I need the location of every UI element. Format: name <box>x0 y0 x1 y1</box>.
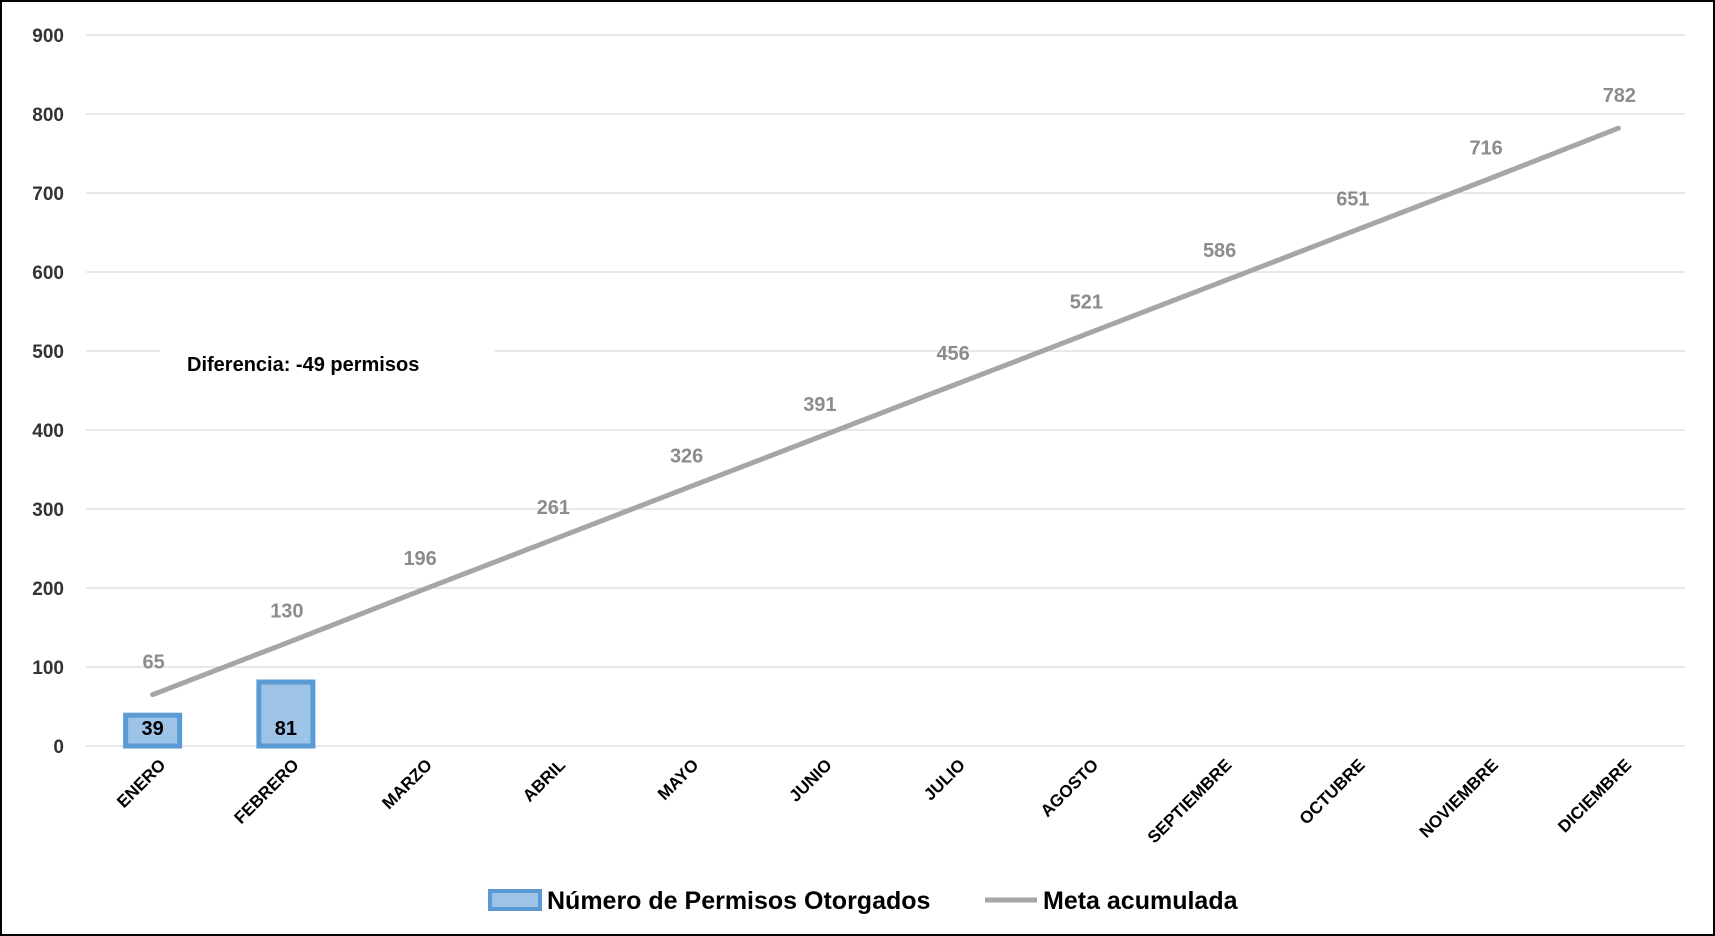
line-label-octubre: 651 <box>1336 189 1369 211</box>
bar-febrero <box>256 679 316 749</box>
x-tick-label-octubre: OCTUBRE <box>1296 755 1369 828</box>
grid-lines <box>86 34 1685 747</box>
meta-acumulada-line <box>150 125 1621 698</box>
y-tick-label-900: 900 <box>32 26 64 47</box>
x-tick-label-junio: JUNIO <box>786 755 836 805</box>
line-label-agosto: 521 <box>1070 291 1103 313</box>
y-tick-label-600: 600 <box>32 263 64 284</box>
data-labels: 39 81 65 130 196 261 326 391 456 521 586 651 716 782 <box>142 85 1637 740</box>
line-series <box>150 125 1621 698</box>
x-tick-label-abril: ABRIL <box>519 755 569 805</box>
annotation-difference: Diferencia: -49 permisos <box>187 354 419 376</box>
y-tick-label-500: 500 <box>32 342 64 363</box>
line-label-abril: 261 <box>537 497 570 519</box>
x-tick-label-marzo: MARZO <box>378 755 436 813</box>
line-label-marzo: 196 <box>403 548 436 570</box>
bar-label-febrero: 81 <box>275 718 297 740</box>
line-label-junio: 391 <box>803 394 836 416</box>
x-tick-label-mayo: MAYO <box>654 755 702 803</box>
bar-enero <box>123 712 183 749</box>
line-label-enero: 65 <box>143 652 165 674</box>
y-tick-label-800: 800 <box>32 105 64 126</box>
legend-label-meta: Meta acumulada <box>1043 887 1239 915</box>
line-label-mayo: 326 <box>670 445 703 467</box>
line-label-diciembre: 782 <box>1603 85 1636 107</box>
line-label-julio: 456 <box>936 343 969 365</box>
x-tick-label-agosto: AGOSTO <box>1037 755 1102 820</box>
x-tick-label-noviembre: NOVIEMBRE <box>1416 755 1502 841</box>
legend: Número de Permisos Otorgados Meta acumul… <box>488 887 1239 915</box>
x-tick-label-diciembre: DICIEMBRE <box>1554 755 1635 836</box>
x-axis-tick-labels: ENERO FEBRERO MARZO ABRIL MAYO JUNIO JULIO AGOS… <box>113 755 1635 847</box>
legend-label-permisos: Número de Permisos Otorgados <box>547 887 930 915</box>
annotation-backdrop <box>160 338 495 390</box>
line-label-noviembre: 716 <box>1469 137 1502 159</box>
y-tick-label-400: 400 <box>32 421 64 442</box>
x-tick-label-febrero: FEBRERO <box>230 755 302 827</box>
line-label-febrero: 130 <box>270 600 303 622</box>
y-axis-tick-labels: 0 100 200 300 400 500 600 700 800 900 <box>32 26 64 758</box>
bar-label-enero: 39 <box>142 718 164 740</box>
bar-series <box>123 679 316 749</box>
y-tick-label-300: 300 <box>32 500 64 521</box>
x-tick-label-enero: ENERO <box>113 755 169 811</box>
y-tick-label-200: 200 <box>32 579 64 600</box>
y-tick-label-100: 100 <box>32 658 64 679</box>
y-tick-label-700: 700 <box>32 184 64 205</box>
x-tick-label-julio: JULIO <box>920 755 969 804</box>
y-tick-label-0: 0 <box>53 737 64 758</box>
x-tick-label-septiembre: SEPTIEMBRE <box>1144 755 1236 847</box>
legend-swatch-permisos <box>488 889 542 911</box>
line-label-septiembre: 586 <box>1203 240 1236 262</box>
